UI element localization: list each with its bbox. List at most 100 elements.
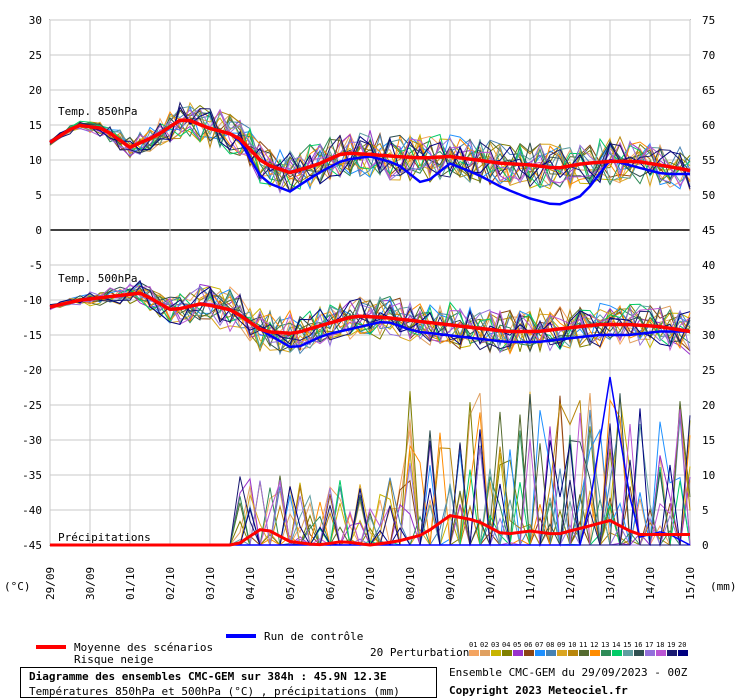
perturb-number: 04 (502, 641, 510, 649)
chart-labels: Temp. 850hPa Temp. 500hPa Précipitations… (4, 105, 737, 593)
x-tick-label: 11/10 (524, 567, 537, 600)
left-tick-label: 15 (29, 119, 42, 132)
x-tick-label: 13/10 (604, 567, 617, 600)
perturb-legend-label: 20 Perturbations (370, 646, 476, 659)
perturb-number: 05 (513, 641, 521, 649)
right-tick-label: 25 (702, 364, 715, 377)
perturb-swatch (557, 650, 567, 656)
perturb-number: 03 (491, 641, 499, 649)
perturb-swatch (502, 650, 512, 656)
mean-legend-label: Moyenne des scénarios (74, 641, 213, 654)
right-tick-label: 40 (702, 259, 715, 272)
right-tick-label: 70 (702, 49, 715, 62)
x-tick-label: 04/10 (244, 567, 257, 600)
x-tick-label: 01/10 (124, 567, 137, 600)
panel-label-500: Temp. 500hPa (58, 272, 137, 285)
x-tick-label: 12/10 (564, 567, 577, 600)
perturb-number: 06 (524, 641, 532, 649)
footer-title: Diagramme des ensembles CMC-GEM sur 384h… (29, 670, 387, 683)
perturb-swatch (612, 650, 622, 656)
control-legend-label: Run de contrôle (264, 630, 363, 643)
right-tick-label: 35 (702, 294, 715, 307)
mean-line-850 (49, 118, 691, 175)
mean-line-precip (50, 514, 690, 547)
perturb-number: 10 (568, 641, 576, 649)
left-tick-label: -35 (22, 469, 42, 482)
left-tick-label: -15 (22, 329, 42, 342)
right-tick-label: 30 (702, 329, 715, 342)
perturb-swatch (535, 650, 545, 656)
perturbation-swatches: 01 02 03 04 05 06 07 08 09 10 11 12 13 14 15 16 17 18 19 20 (469, 641, 688, 656)
right-axis-unit: (mm) (710, 580, 737, 593)
perturbation-line-500 (49, 279, 691, 350)
left-tick-label: 20 (29, 84, 42, 97)
perturbation-line-850 (49, 108, 691, 188)
perturb-swatch (678, 650, 688, 656)
x-tick-label: 29/09 (44, 567, 57, 600)
left-axis-unit: (°C) (4, 580, 31, 593)
chart-series (49, 101, 691, 547)
perturb-swatch (656, 650, 666, 656)
right-tick-label: 15 (702, 434, 715, 447)
perturb-swatch (513, 650, 523, 656)
x-tick-label: 02/10 (164, 567, 177, 600)
x-tick-label: 10/10 (484, 567, 497, 600)
right-tick-label: 60 (702, 119, 715, 132)
snow-legend-label: Risque neige (74, 653, 153, 666)
left-tick-label: 10 (29, 154, 42, 167)
perturb-number: 20 (678, 641, 686, 649)
x-tick-label: 05/10 (284, 567, 297, 600)
perturb-swatch (480, 650, 490, 656)
perturb-swatch (667, 650, 677, 656)
ensemble-date: Ensemble CMC-GEM du 29/09/2023 - 00Z (449, 666, 688, 679)
panel-label-precip: Précipitations (58, 531, 151, 544)
footer-box: Diagramme des ensembles CMC-GEM sur 384h… (20, 667, 437, 698)
x-tick-label: 30/09 (84, 567, 97, 600)
copyright: Copyright 2023 Meteociel.fr (449, 684, 628, 697)
perturbation-line-850 (49, 105, 691, 188)
x-tick-label: 15/10 (684, 567, 697, 600)
right-tick-label: 45 (702, 224, 715, 237)
right-tick-label: 5 (702, 504, 709, 517)
perturb-number: 13 (601, 641, 609, 649)
x-tick-label: 07/10 (364, 567, 377, 600)
right-tick-label: 0 (702, 539, 709, 552)
perturb-swatch (546, 650, 556, 656)
perturb-number: 16 (634, 641, 642, 649)
x-tick-label: 08/10 (404, 567, 417, 600)
perturb-number: 17 (645, 641, 653, 649)
left-tick-label: -40 (22, 504, 42, 517)
perturb-swatch (623, 650, 633, 656)
right-tick-label: 10 (702, 469, 715, 482)
left-tick-label: -20 (22, 364, 42, 377)
perturb-swatch (590, 650, 600, 656)
perturb-swatch (491, 650, 501, 656)
left-tick-label: -45 (22, 539, 42, 552)
perturb-swatch (469, 650, 479, 656)
perturb-swatch (645, 650, 655, 656)
mean-line-500 (49, 291, 691, 336)
right-tick-label: 55 (702, 154, 715, 167)
x-tick-label: 06/10 (324, 567, 337, 600)
perturb-swatch (634, 650, 644, 656)
left-tick-label: -10 (22, 294, 42, 307)
perturbation-line-850 (49, 109, 691, 189)
panel-label-850: Temp. 850hPa (58, 105, 137, 118)
perturb-swatch (579, 650, 589, 656)
perturbation-line-500 (49, 281, 691, 353)
perturbation-line-500 (49, 285, 691, 351)
perturb-number: 19 (667, 641, 675, 649)
right-tick-label: 75 (702, 14, 715, 27)
left-tick-label: 5 (35, 189, 42, 202)
right-tick-label: 65 (702, 84, 715, 97)
footer-subtitle: Températures 850hPa et 500hPa (°C) , pré… (29, 685, 400, 698)
perturb-number: 12 (590, 641, 598, 649)
perturb-number: 01 (469, 641, 477, 649)
left-tick-label: -30 (22, 434, 42, 447)
perturb-swatch (568, 650, 578, 656)
perturb-number: 02 (480, 641, 488, 649)
x-tick-label: 09/10 (444, 567, 457, 600)
left-tick-label: -5 (29, 259, 42, 272)
